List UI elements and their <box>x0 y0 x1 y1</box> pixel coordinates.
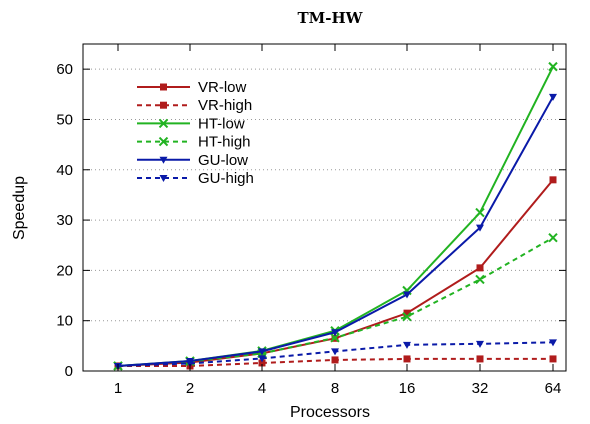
y-tick-label: 20 <box>56 262 73 279</box>
x-tick-label: 16 <box>399 380 416 397</box>
legend-label: VR-high <box>198 97 252 114</box>
data-point <box>549 93 557 101</box>
data-point <box>258 359 266 367</box>
chart-title: TM-HW <box>297 9 363 27</box>
plot-frame <box>82 43 567 372</box>
data-point <box>476 264 484 272</box>
series-ht-low <box>113 61 558 371</box>
y-tick-label: 50 <box>56 111 73 128</box>
y-tick-label: 0 <box>65 363 73 380</box>
series-gu-high <box>114 339 557 370</box>
data-point <box>476 355 484 363</box>
legend-label: GU-high <box>198 170 254 187</box>
legend-label: HT-low <box>198 115 245 132</box>
data-point <box>258 348 266 356</box>
data-point <box>159 156 168 164</box>
data-point <box>403 355 411 363</box>
legend-item: VR-low <box>137 79 247 96</box>
data-point <box>186 360 194 368</box>
series-line <box>117 236 554 367</box>
legend-label: HT-high <box>198 134 251 151</box>
data-point <box>476 340 484 348</box>
x-tick-label: 4 <box>258 380 266 397</box>
data-point <box>475 207 485 218</box>
data-point <box>549 355 557 363</box>
data-point <box>475 274 485 285</box>
x-tick-label: 1 <box>114 380 122 397</box>
y-tick-label: 40 <box>56 162 73 179</box>
data-point <box>403 291 411 299</box>
x-axis-label: Processors <box>290 404 370 421</box>
y-axis-label: Speedup <box>11 176 28 240</box>
grid-lines <box>83 68 566 322</box>
data-point <box>549 339 557 347</box>
data-point <box>476 224 484 232</box>
data-point <box>258 355 266 363</box>
data-point <box>159 175 168 182</box>
y-tick-label: 30 <box>56 212 73 229</box>
legend-item: HT-high <box>137 134 251 151</box>
series-line <box>117 96 554 367</box>
legend-item: GU-high <box>137 170 254 187</box>
x-tick-label: 32 <box>472 380 489 397</box>
data-point <box>160 101 167 109</box>
data-point <box>549 176 557 184</box>
series-layer <box>113 61 558 371</box>
legend-label: GU-low <box>198 152 248 169</box>
data-point <box>158 136 169 147</box>
legend-item: HT-low <box>137 115 245 132</box>
axis-ticks: 0 10 20 30 40 50 60 1 2 4 8 16 32 64 <box>56 44 566 397</box>
data-point <box>548 232 558 243</box>
data-point <box>331 329 339 337</box>
legend-item: GU-low <box>137 152 248 169</box>
data-point <box>331 356 339 364</box>
data-point <box>548 61 558 72</box>
data-point <box>158 118 169 129</box>
data-point <box>403 309 411 317</box>
series-gu-low <box>114 93 557 370</box>
legend-label: VR-low <box>198 79 247 96</box>
x-tick-label: 2 <box>186 380 194 397</box>
data-point <box>331 348 339 356</box>
y-tick-label: 60 <box>56 61 73 78</box>
data-point <box>403 341 411 349</box>
legend-item: VR-high <box>137 97 252 114</box>
y-tick-label: 10 <box>56 313 73 330</box>
data-point <box>330 333 340 343</box>
data-point <box>160 83 167 91</box>
x-tick-label: 8 <box>331 380 339 397</box>
x-tick-label: 64 <box>545 380 562 397</box>
data-point <box>402 311 412 322</box>
